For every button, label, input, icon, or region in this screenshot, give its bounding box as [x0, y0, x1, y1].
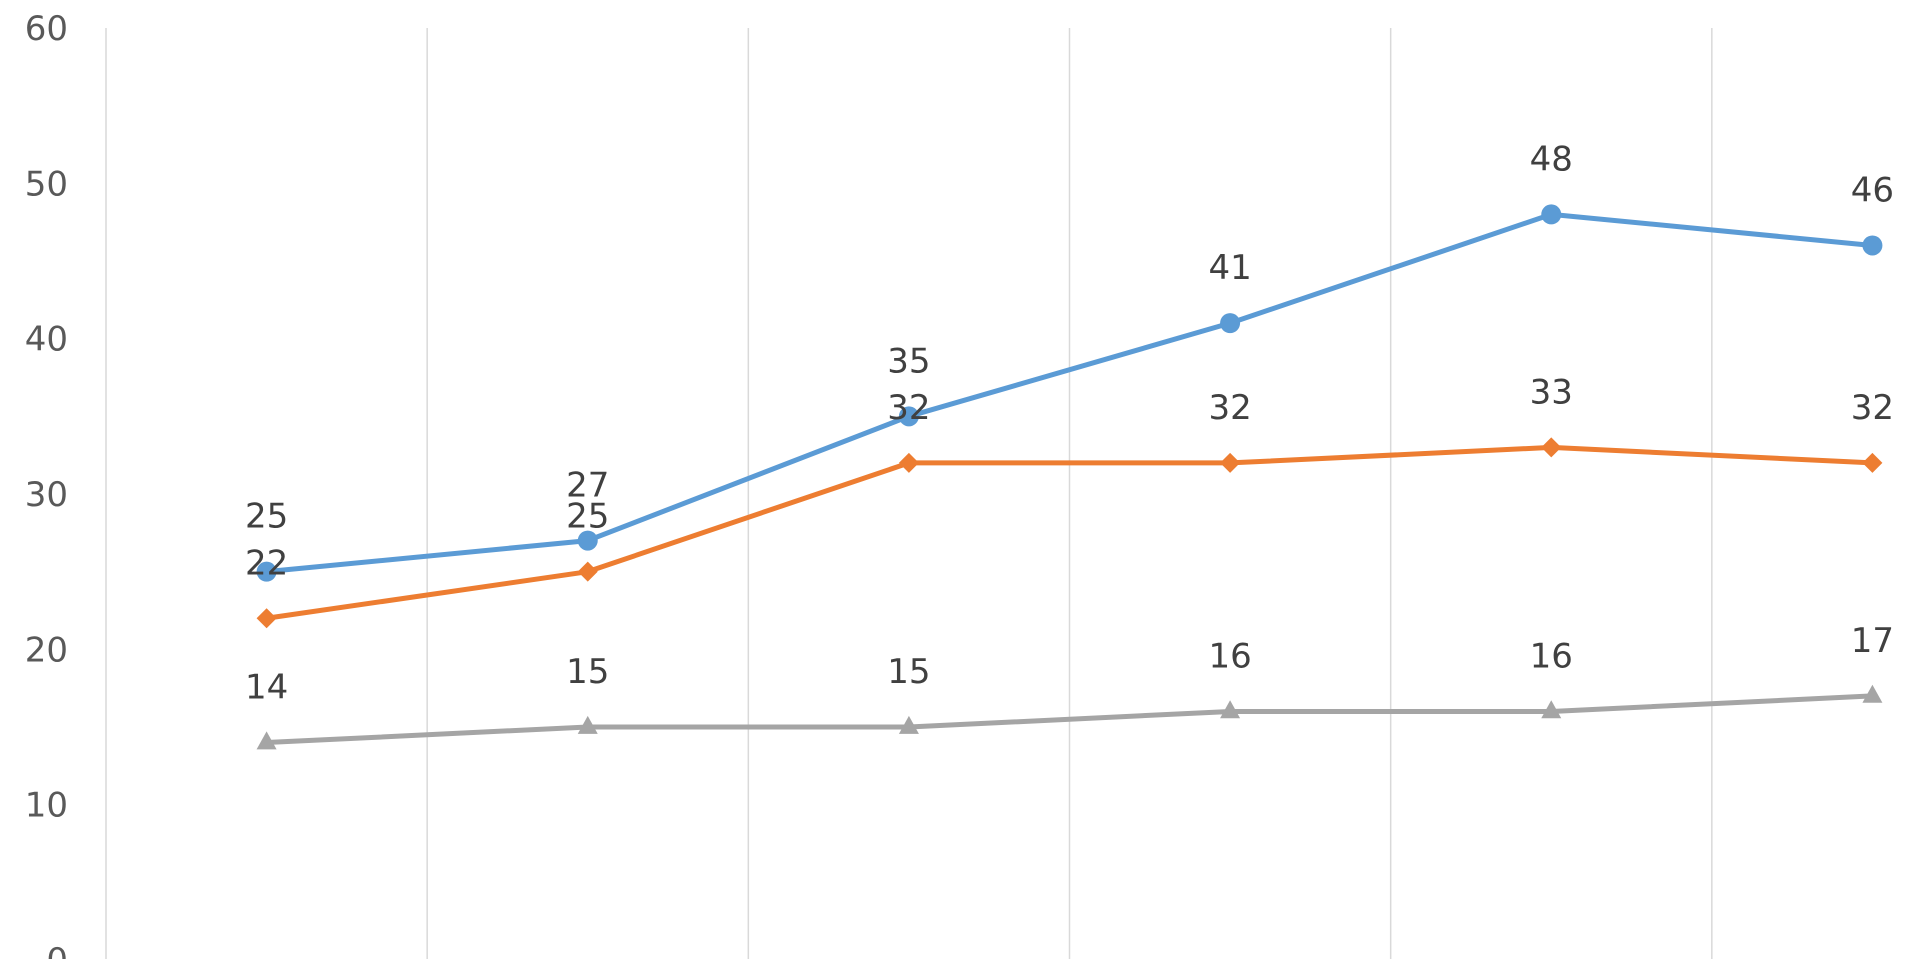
y-tick-label: 60 — [25, 9, 68, 49]
data-label: 22 — [245, 543, 288, 583]
data-label: 16 — [1530, 636, 1573, 676]
data-label: 25 — [245, 497, 288, 537]
series-line — [264, 693, 1875, 746]
y-tick-label: 40 — [25, 320, 68, 360]
data-point-marker — [1541, 437, 1562, 458]
data-label: 41 — [1208, 248, 1251, 288]
data-point-marker — [256, 608, 277, 629]
series-1 — [256, 204, 1883, 582]
y-tick-label: 20 — [25, 630, 68, 670]
data-point-marker — [1541, 204, 1562, 225]
data-point-marker — [256, 731, 277, 750]
data-label: 25 — [566, 497, 609, 537]
data-label: 46 — [1851, 170, 1894, 210]
y-tick-label: 10 — [25, 786, 68, 826]
data-point-marker — [256, 561, 277, 582]
data-label: 35 — [887, 341, 930, 381]
data-label: 17 — [1851, 621, 1894, 661]
data-point-marker — [898, 715, 919, 734]
data-point-marker — [1220, 700, 1241, 719]
data-label: 27 — [566, 466, 609, 506]
data-label: 32 — [1851, 388, 1894, 428]
series-3 — [256, 684, 1883, 750]
y-tick-label: 30 — [25, 475, 68, 515]
data-point-marker — [1862, 452, 1883, 473]
vertical-gridlines — [105, 28, 1713, 959]
data-point-marker — [577, 561, 598, 582]
series-lines — [256, 204, 1883, 750]
series-2 — [256, 437, 1883, 629]
y-tick-label: 50 — [25, 164, 68, 204]
data-label: 15 — [887, 652, 930, 692]
data-label: 32 — [887, 388, 930, 428]
y-axis-tick-labels: 0 10 20 30 40 50 60 — [25, 9, 68, 959]
data-point-marker — [898, 406, 919, 427]
data-label: 48 — [1530, 139, 1573, 179]
data-point-marker — [1220, 313, 1241, 334]
data-point-marker — [577, 530, 598, 551]
data-label: 16 — [1208, 636, 1251, 676]
data-label: 33 — [1530, 372, 1573, 412]
data-label: 14 — [245, 668, 288, 708]
data-point-marker — [1862, 235, 1883, 256]
data-point-marker — [1220, 452, 1241, 473]
data-label: 32 — [1208, 388, 1251, 428]
data-label: 15 — [566, 652, 609, 692]
data-point-marker — [898, 452, 919, 473]
data-point-marker — [1862, 684, 1883, 703]
data-point-marker — [577, 715, 598, 734]
series-line — [264, 211, 1875, 575]
y-tick-label: 0 — [46, 941, 68, 959]
data-point-marker — [1541, 700, 1562, 719]
series-line — [264, 444, 1875, 621]
